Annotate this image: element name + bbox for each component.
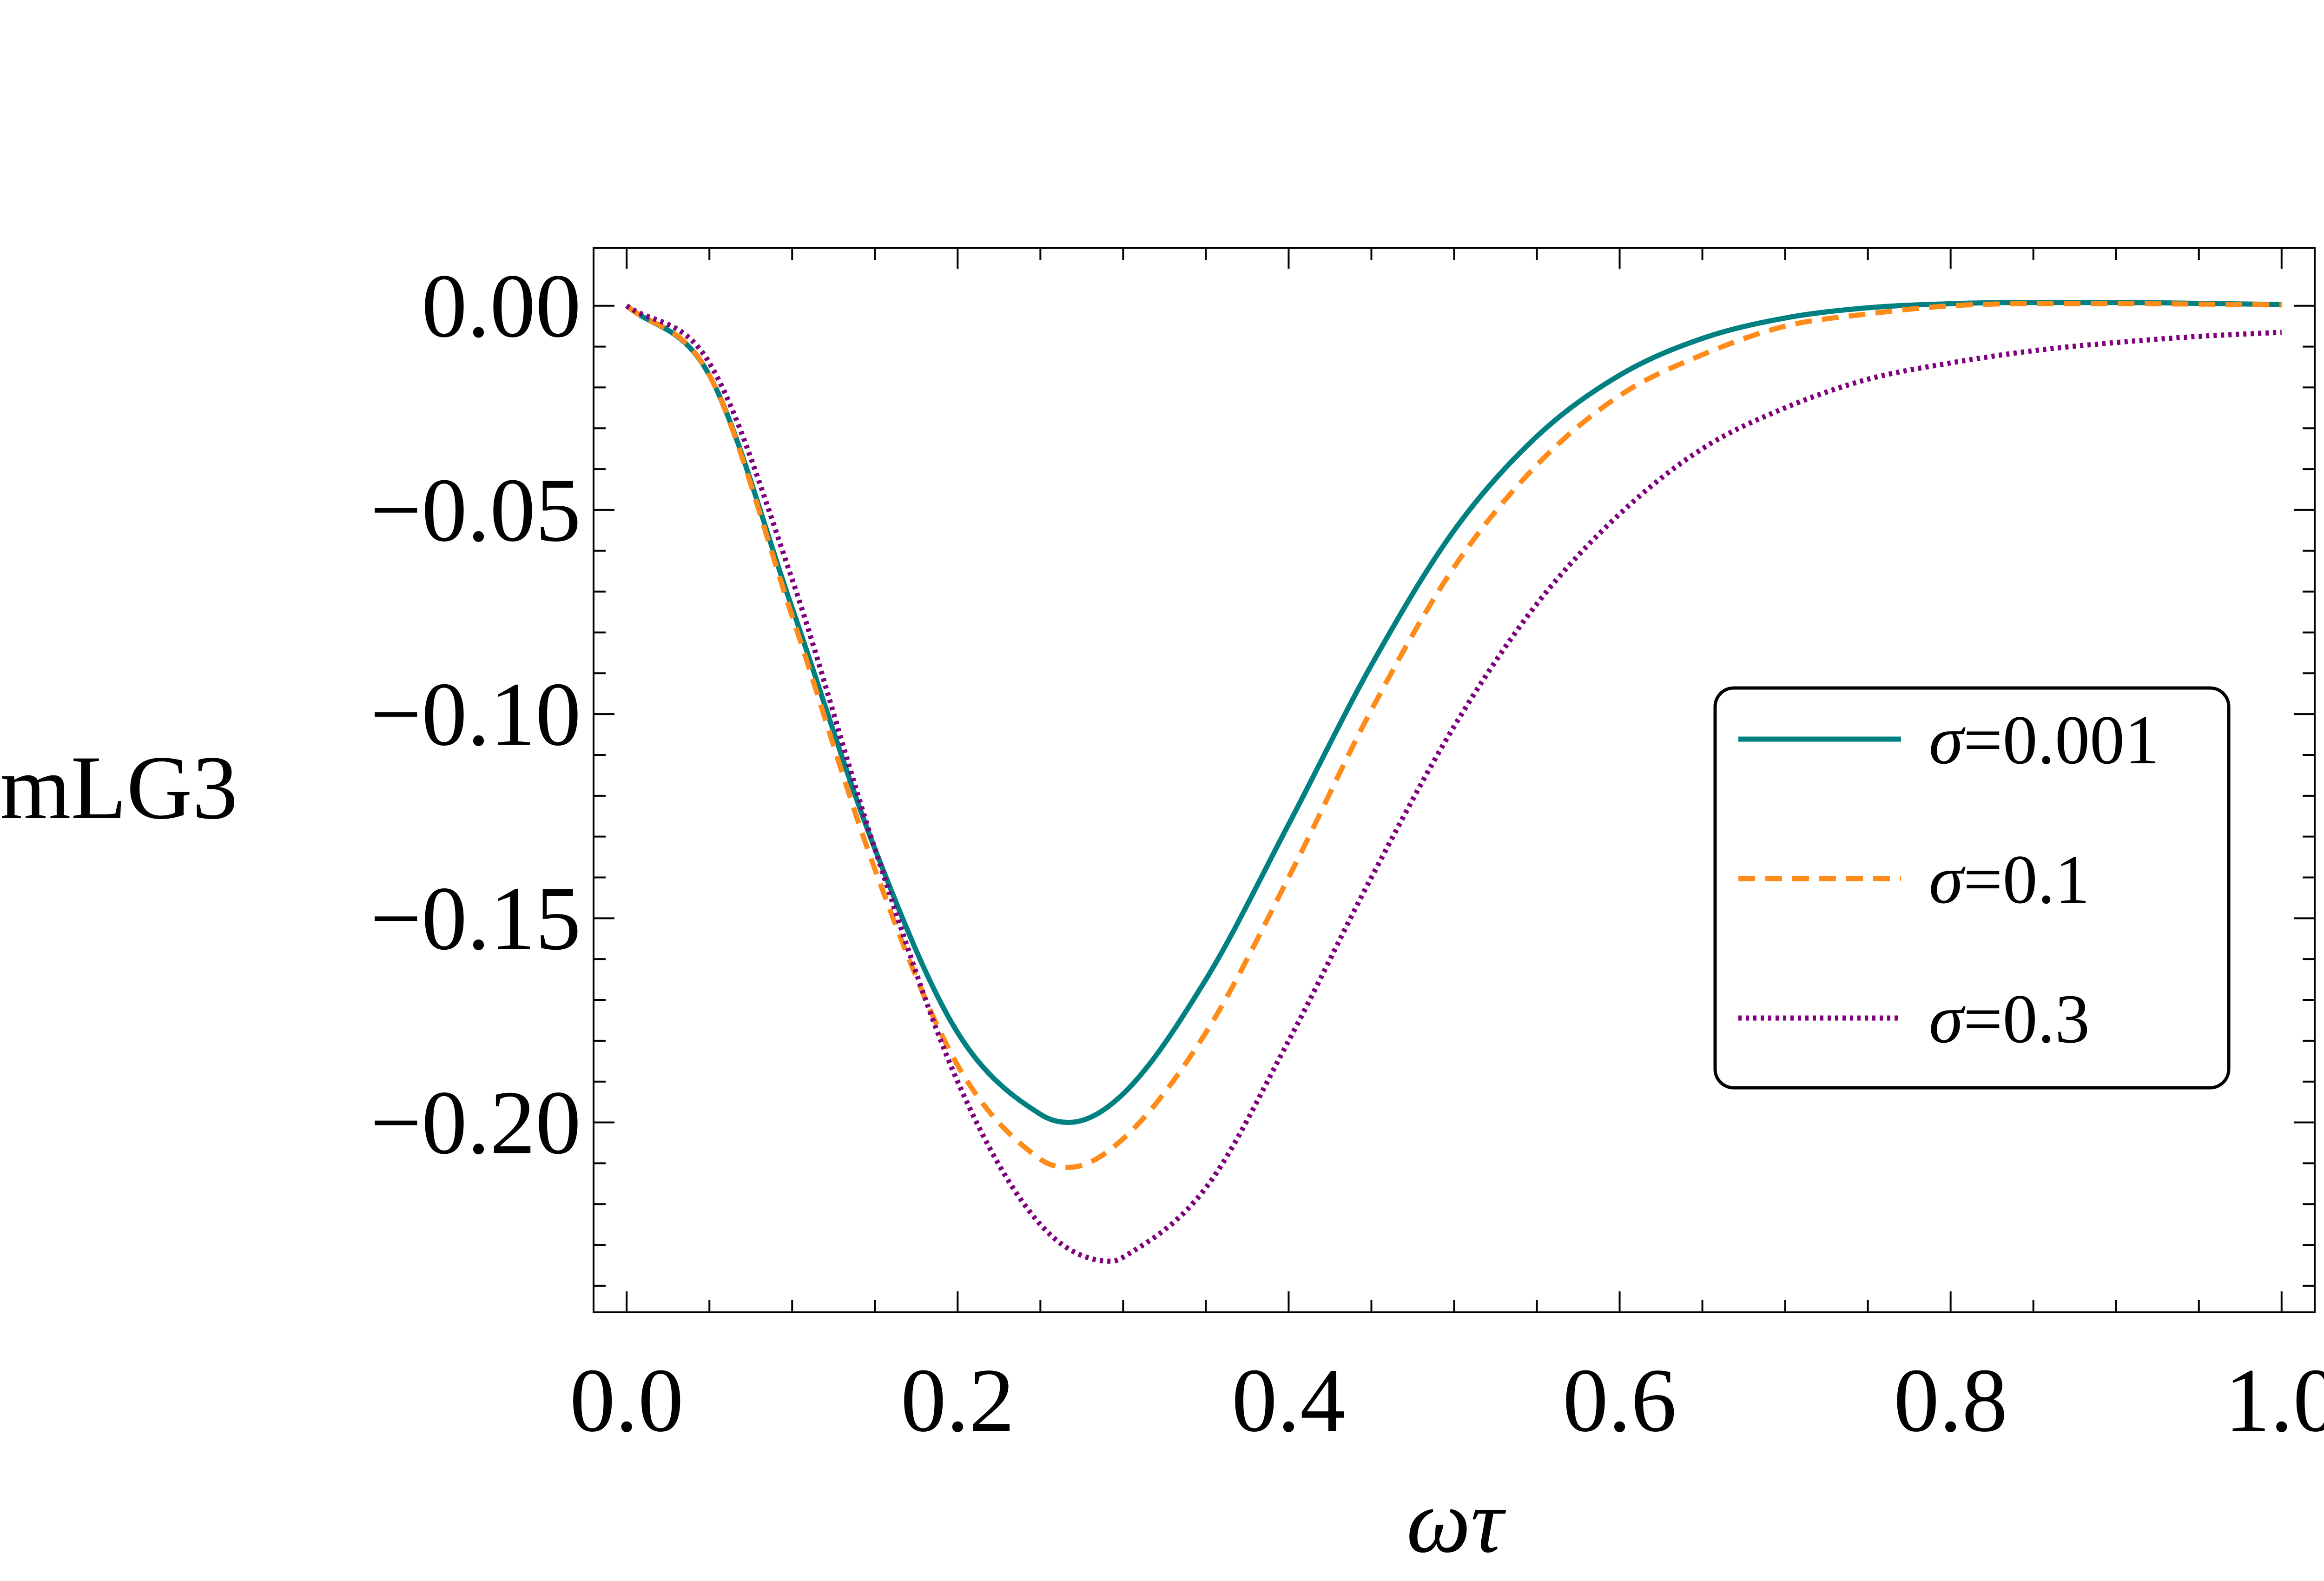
- x-tick-label: 1.0: [2225, 1350, 2324, 1451]
- legend-symbol: σ: [1929, 701, 1966, 779]
- plot-frame: [593, 247, 2316, 1313]
- y-axis-title: mLG3: [0, 737, 238, 838]
- tick-marks: [594, 248, 2315, 1312]
- legend-symbol: σ: [1929, 980, 1966, 1058]
- legend-value: =0.3: [1963, 980, 2090, 1058]
- legend-box: [1713, 686, 2231, 1090]
- tick-labels: 0.0 0.2 0.4 0.6 0.8 1.0 0.00 −0.05 −0.10 −0.15 −0.…: [370, 256, 2324, 1451]
- legend-value: =0.1: [1963, 841, 2090, 918]
- x-tick-label: 0.4: [1232, 1350, 1346, 1451]
- svg-text:σ=0.3: σ=0.3: [1929, 980, 2090, 1058]
- legend-entry-sigma-0-001: σ=0.001: [1738, 701, 2159, 779]
- svg-text:σ=0.1: σ=0.1: [1929, 841, 2090, 918]
- legend-entry-sigma-0-1: σ=0.1: [1738, 841, 2090, 918]
- x-tick-label: 0.8: [1894, 1350, 2007, 1451]
- series-line-sigma-0-1: [625, 301, 2282, 1170]
- x-tick-label: 0.2: [901, 1350, 1015, 1451]
- legend: σ=0.001 σ=0.1 σ=0.3: [1713, 686, 2231, 1090]
- legend-entry-sigma-0-3: σ=0.3: [1738, 980, 2090, 1058]
- y-tick-label: −0.10: [370, 664, 581, 765]
- svg-text:σ=0.001: σ=0.001: [1929, 701, 2159, 779]
- series-lines: [625, 300, 2282, 1264]
- x-tick-label: 0.6: [1563, 1350, 1677, 1451]
- series-line-sigma-0-001: [625, 300, 2282, 1125]
- x-axis-title: ωτ: [1406, 1471, 1506, 1572]
- y-tick-label: −0.05: [370, 460, 581, 561]
- legend-symbol: σ: [1929, 841, 1966, 918]
- y-tick-label: 0.00: [422, 256, 581, 357]
- legend-value: =0.001: [1963, 701, 2159, 779]
- x-tick-label: 0.0: [570, 1350, 684, 1451]
- y-tick-label: −0.15: [370, 868, 581, 969]
- y-tick-label: −0.20: [370, 1072, 581, 1173]
